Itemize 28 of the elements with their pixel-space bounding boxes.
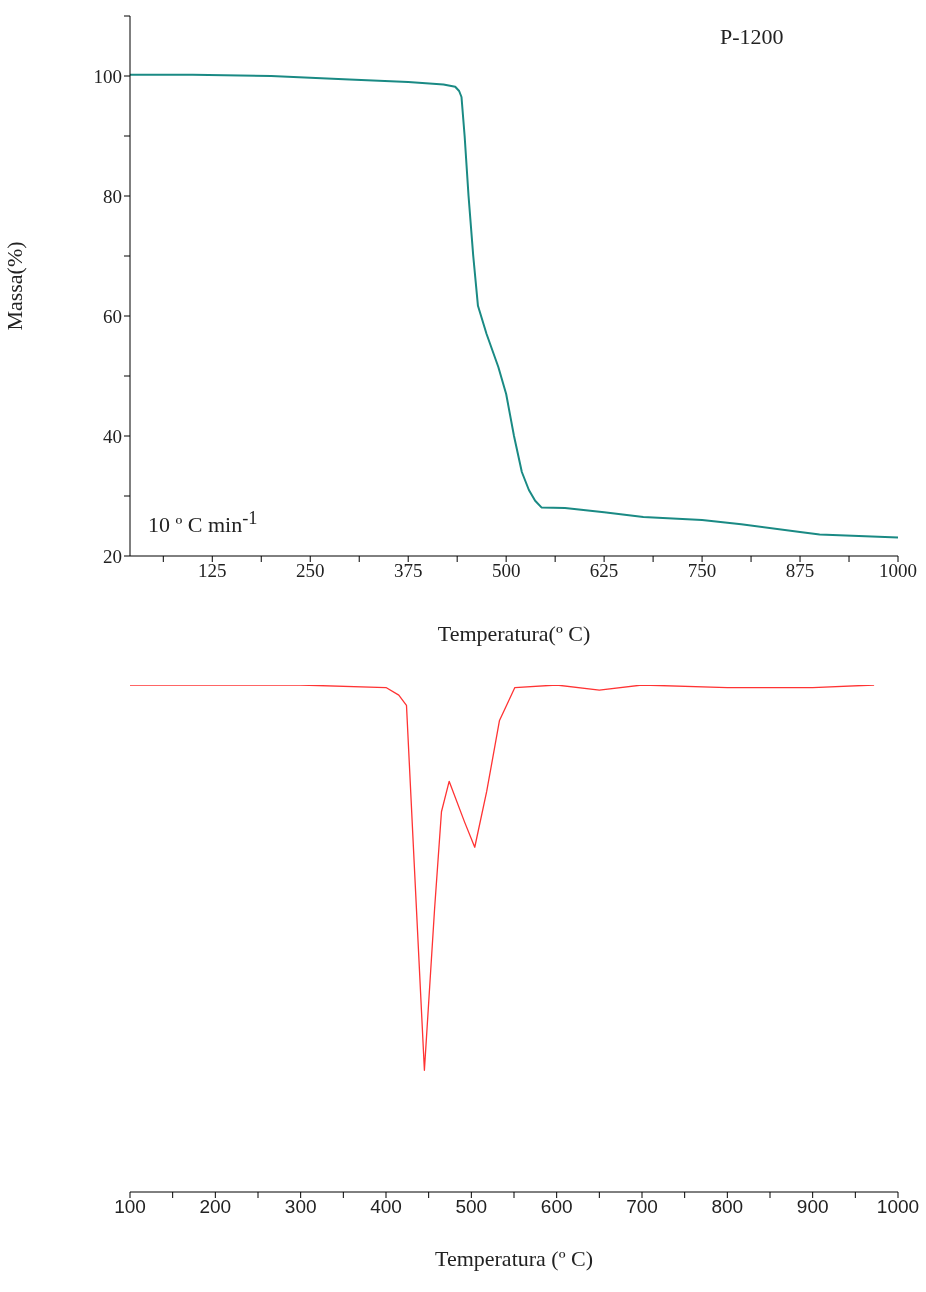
annotation: P-1200 bbox=[720, 24, 784, 50]
x-tick-label: 875 bbox=[785, 560, 815, 582]
x-tick-label: 500 bbox=[455, 1196, 488, 1218]
x-tick-label: 400 bbox=[370, 1196, 402, 1218]
x-tick-label: 300 bbox=[284, 1196, 317, 1218]
y-tick-label: 40 bbox=[103, 425, 122, 447]
x-tick-label: 250 bbox=[295, 560, 325, 582]
x-tick-label: 800 bbox=[711, 1196, 744, 1218]
x-tick-label: 750 bbox=[687, 560, 717, 582]
x-tick-label: 1000 bbox=[879, 560, 917, 582]
y-tick-label: 80 bbox=[103, 185, 122, 207]
annotation: 10 º C min$^{-1}$ bbox=[148, 508, 258, 539]
line-series bbox=[130, 73, 898, 539]
x-tick-label: 900 bbox=[796, 1196, 829, 1218]
x-tick-label: 700 bbox=[626, 1196, 658, 1218]
x-tick-label: 500 bbox=[491, 560, 521, 582]
x-tick-label: 125 bbox=[198, 560, 227, 582]
y-tick-label: 20 bbox=[103, 545, 122, 567]
y-tick-label: 60 bbox=[103, 305, 122, 327]
x-tick-label: 1000 bbox=[876, 1196, 920, 1218]
x-axis-title: Temperatura (º C) bbox=[435, 1246, 593, 1271]
y-tick-label: 100 bbox=[93, 65, 122, 87]
y-axis-title: Massa(%) bbox=[1, 241, 27, 331]
x-tick-label: 200 bbox=[199, 1196, 232, 1218]
x-tick-label: 625 bbox=[589, 560, 619, 582]
x-tick-label: 600 bbox=[540, 1196, 573, 1218]
x-tick-label: 375 bbox=[393, 560, 423, 582]
x-axis-title: Temperatura(º C) bbox=[437, 621, 591, 646]
